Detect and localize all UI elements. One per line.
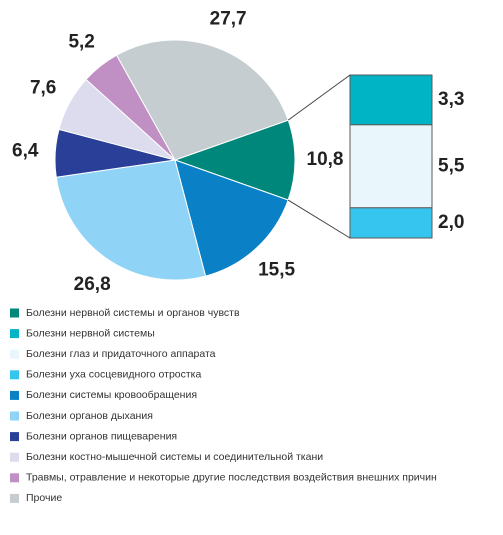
legend-label: Болезни уха сосцевидного отростка [26, 369, 202, 381]
data-label: 6,4 [12, 140, 39, 161]
connector [287, 74, 351, 121]
pie-slice [174, 159, 289, 277]
data-label: 27,7 [210, 9, 247, 30]
legend-label: Болезни костно-мышечной системы и соедин… [26, 451, 323, 463]
data-label: 15,5 [258, 259, 295, 280]
legend-swatch [10, 493, 19, 503]
legend-swatch [10, 390, 19, 400]
legend-swatch [10, 452, 19, 462]
legend-swatch [10, 329, 19, 339]
legend-label: Болезни органов дыхания [26, 410, 153, 422]
legend-swatch [10, 370, 19, 380]
pie-slice [173, 119, 296, 201]
legend-swatch [10, 411, 19, 421]
legend-label: Болезни нервной системы и органов чувств [26, 307, 240, 319]
data-label: 7,6 [30, 77, 56, 98]
data-label: 26,8 [74, 274, 111, 295]
data-label: 5,5 [438, 155, 465, 176]
legend-label: Травмы, отравление и некоторые другие по… [26, 472, 437, 484]
legend-swatch [10, 308, 19, 318]
data-label: 10,8 [307, 149, 344, 170]
bar-segment [349, 207, 433, 239]
legend-swatch [10, 349, 19, 359]
bar-segment [349, 74, 433, 126]
data-label: 2,0 [438, 212, 464, 233]
legend-swatch [10, 432, 19, 442]
legend-swatch [10, 473, 19, 483]
legend-label: Болезни глаз и придаточного аппарата [26, 348, 216, 360]
legend-label: Болезни нервной системы [26, 327, 155, 339]
data-label: 3,3 [438, 89, 464, 110]
legend-label: Болезни системы кровообращения [26, 389, 197, 401]
legend-label: Прочие [26, 492, 62, 504]
bar-segment [349, 124, 433, 209]
legend-label: Болезни органов пищеварения [26, 430, 177, 442]
pie-slice [55, 159, 207, 281]
connector [287, 199, 351, 239]
pie-slice [115, 39, 289, 161]
data-label: 5,2 [68, 32, 94, 53]
